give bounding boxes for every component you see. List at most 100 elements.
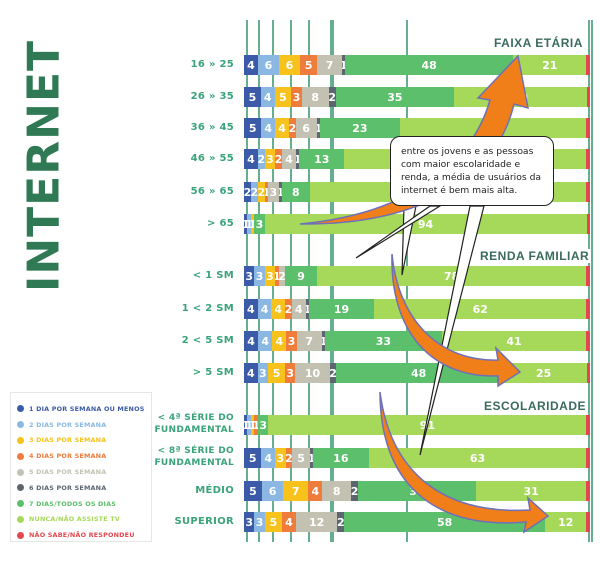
stacked-bar: 3 3 5 4 12 2 58 12 [244, 512, 590, 532]
legend-item: 7 DIAS/TODOS OS DIAS [17, 496, 151, 512]
bar-segment: 62 [374, 299, 587, 319]
bar-segment: 12 [295, 512, 338, 532]
legend-label: 1 DIA POR SEMANA OU MENOS [29, 404, 145, 413]
legend-dot-icon [17, 484, 24, 492]
bar-segment [586, 415, 590, 435]
bar-segment: 2 [278, 266, 286, 286]
bar-segment: 4 [271, 299, 286, 319]
stacked-bar: 111394 [244, 214, 590, 234]
grid-line [591, 20, 593, 542]
bar-segment: 4 [291, 299, 306, 319]
bar-segment: 1 [305, 299, 310, 319]
legend-label: 3 DIAS POR SEMANA [29, 436, 107, 445]
legend-item: 2 DIAS POR SEMANA [17, 417, 151, 433]
bar-segment: 6 [278, 55, 300, 75]
legend-item: NUNCA/NÃO ASSISTE TV [17, 512, 151, 528]
bar-segment: 1 [254, 415, 258, 435]
bar-segment: 4 [244, 363, 258, 383]
bar-segment: 3 [257, 363, 268, 383]
row-label: 1 < 2 SM [181, 303, 234, 314]
bar-segment [586, 118, 590, 138]
bar-segment: 2 [275, 149, 283, 169]
bar-segment: 3 [264, 266, 276, 286]
bar-segment: 3 [254, 512, 265, 532]
legend-dot-icon [17, 421, 24, 429]
bar-segment: 3 [244, 266, 255, 286]
legend: 1 DIA POR SEMANA OU MENOS 2 DIAS POR SEMA… [10, 392, 152, 542]
bar-segment [586, 149, 590, 169]
bar-segment: 3 [285, 363, 296, 383]
chart-title-text: INTERNET [18, 39, 70, 293]
bar-segment: 4 [272, 331, 287, 351]
bar-segment: 48 [336, 363, 501, 383]
bar-segment: 3 [286, 331, 297, 351]
bar-segment: 4 [261, 118, 276, 138]
legend-dot-icon [17, 531, 24, 539]
bar-segment: 6 [295, 118, 317, 138]
row-label: 16 » 25 [190, 59, 234, 70]
bar-segment [586, 512, 590, 532]
bar-segment: 2 [257, 182, 265, 202]
bar-segment [586, 266, 590, 286]
legend-item: NÃO SABE/NÃO RESPONDEU [17, 527, 151, 543]
bar-segment: 6 [257, 55, 279, 75]
row-label: 46 » 55 [190, 153, 234, 164]
legend-label: 4 DIAS POR SEMANA [29, 452, 107, 461]
legend-item: 5 DIAS POR SEMANA [17, 464, 151, 480]
bar-segment: 10 [295, 363, 330, 383]
bar-segment: 4 [257, 299, 272, 319]
bar-segment: 1 [247, 415, 251, 435]
bar-segment [586, 214, 590, 234]
legend-dot-icon [17, 515, 24, 523]
bar-segment: 2 [350, 481, 359, 501]
bar-segment: 3 [257, 415, 269, 435]
legend-item: 6 DIAS POR SEMANA [17, 480, 151, 496]
stacked-bar: 5442612354 [244, 118, 590, 138]
stacked-bar: 33312978 [244, 266, 590, 286]
bar-segment [586, 55, 590, 75]
bar-segment [586, 87, 590, 107]
bar-segment: 13 [299, 149, 345, 169]
bar-segment: 2 [257, 149, 265, 169]
bar-segment: 3 [254, 214, 265, 234]
stacked-bar: 4 3 5 3 10 2 48 25 [244, 363, 590, 383]
bar-segment [586, 448, 590, 468]
bar-segment: 48 [345, 55, 514, 75]
bar-segment: 5 [244, 481, 262, 501]
bar-segment: 3 [275, 448, 286, 468]
callout-box: entre os jovens e as pessoas com maior e… [390, 136, 554, 206]
bar-segment: 8 [322, 481, 351, 501]
bar-segment: 19 [309, 299, 375, 319]
bar-segment: 33 [325, 331, 442, 351]
bar-segment: 5 [267, 363, 286, 383]
bar-segment: 4 [260, 87, 275, 107]
bar-segment: 23 [320, 118, 400, 138]
bar-segment: 2 [288, 118, 296, 138]
bar-segment: 2 [285, 299, 292, 319]
bar-segment: 5 [264, 512, 283, 532]
stacked-bar: 4443713341 [244, 331, 590, 351]
bar-segment: 58 [344, 512, 545, 532]
legend-label: 6 DIAS POR SEMANA [29, 483, 107, 492]
bar-segment: 33 [358, 481, 476, 501]
row-label: MÉDIO [195, 485, 234, 496]
bar-segment: 1 [244, 415, 248, 435]
bar-segment: 4 [244, 331, 259, 351]
bar-segment: 3 [291, 87, 302, 107]
bar-segment: 1 [278, 182, 282, 202]
bar-segment [586, 481, 590, 501]
row-label: > 65 [207, 218, 234, 229]
row-label: < 4ª SÉRIE DO FUNDAMENTAL [154, 413, 234, 435]
bar-segment: 4 [282, 512, 296, 532]
bar-segment: 7 [317, 55, 342, 75]
row-label: 2 < 5 SM [181, 335, 234, 346]
bar-segment: 5 [244, 448, 262, 468]
bar-segment: 31 [475, 481, 587, 501]
bar-segment: 1 [275, 266, 279, 286]
bar-segment: 91 [268, 415, 587, 435]
bar-segment [586, 363, 590, 383]
bar-segment: 1 [250, 214, 255, 234]
section-title: ESCOLARIDADE [482, 399, 589, 413]
legend-item: 1 DIA POR SEMANA OU MENOS [17, 401, 151, 417]
bar-segment: 7 [283, 481, 309, 501]
